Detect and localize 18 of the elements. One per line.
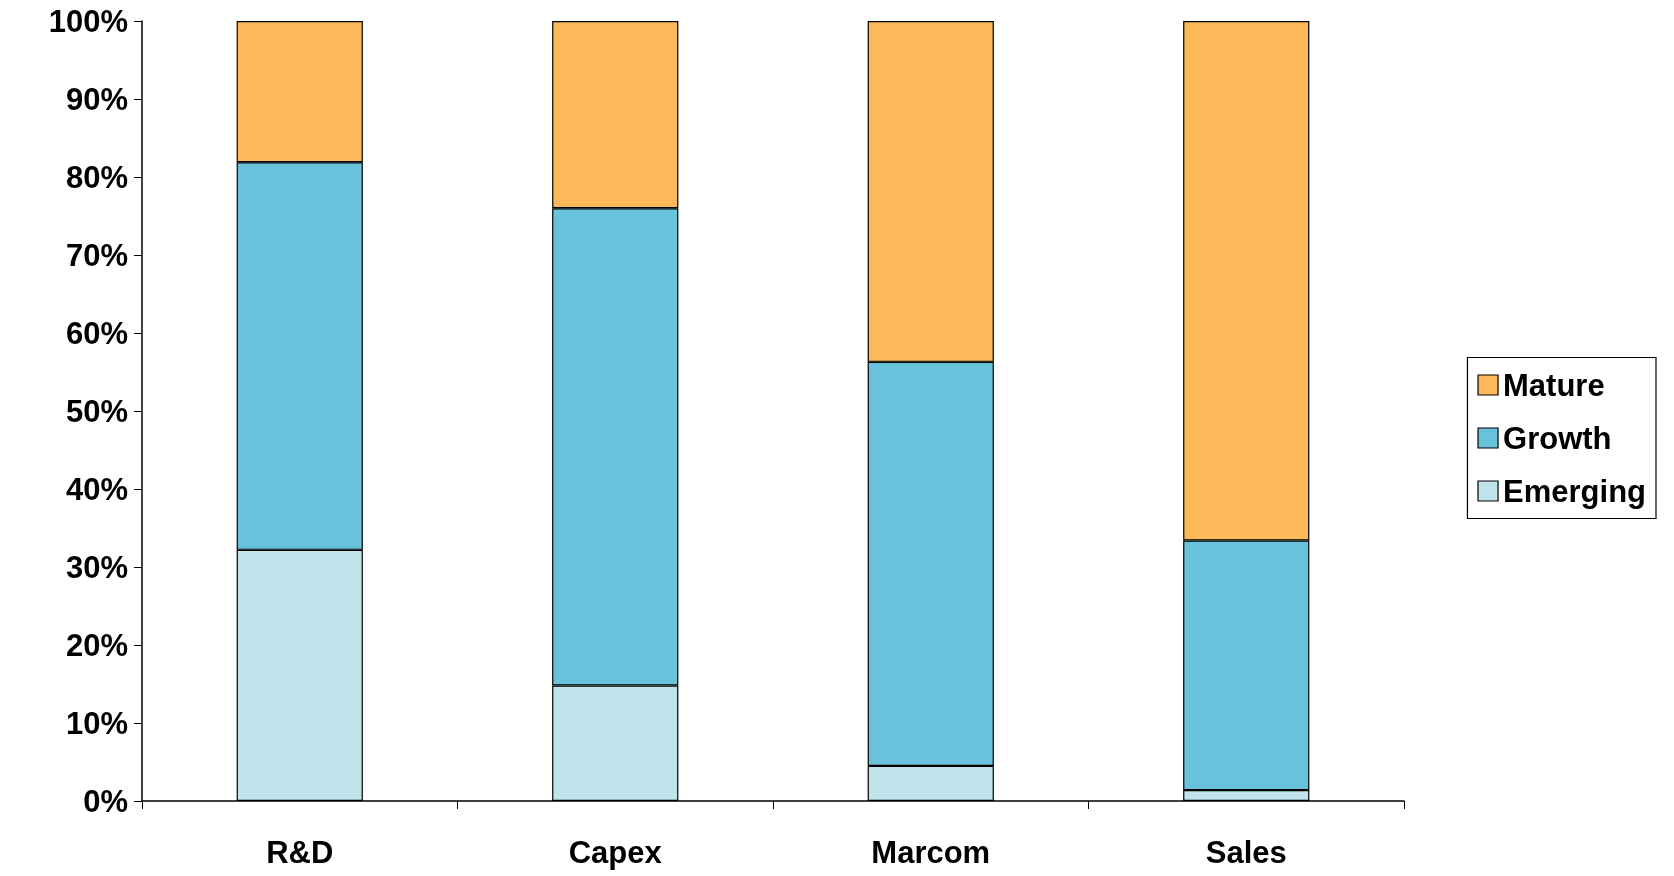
y-tick-label: 90% — [65, 81, 128, 117]
y-tick-label: 10% — [65, 705, 128, 741]
x-tick-label: Capex — [568, 835, 663, 870]
legend-label: Mature — [1503, 367, 1605, 403]
y-tick-label: 100% — [48, 3, 128, 39]
legend-label: Emerging — [1503, 473, 1646, 509]
y-tick-label: 80% — [65, 159, 128, 195]
y-tick-label: 70% — [65, 237, 128, 273]
legend-label: Growth — [1503, 420, 1612, 456]
y-tick-label: 40% — [65, 471, 128, 507]
x-tick-label: Sales — [1205, 835, 1287, 870]
y-tick-label: 0% — [83, 783, 128, 819]
y-tick-label: 50% — [65, 393, 128, 429]
y-tick-label: 20% — [65, 627, 128, 663]
x-tick-label: R&D — [266, 835, 334, 870]
y-tick-label: 30% — [65, 549, 128, 585]
x-tick-label: Marcom — [871, 835, 991, 870]
y-tick-label: 60% — [65, 315, 128, 351]
